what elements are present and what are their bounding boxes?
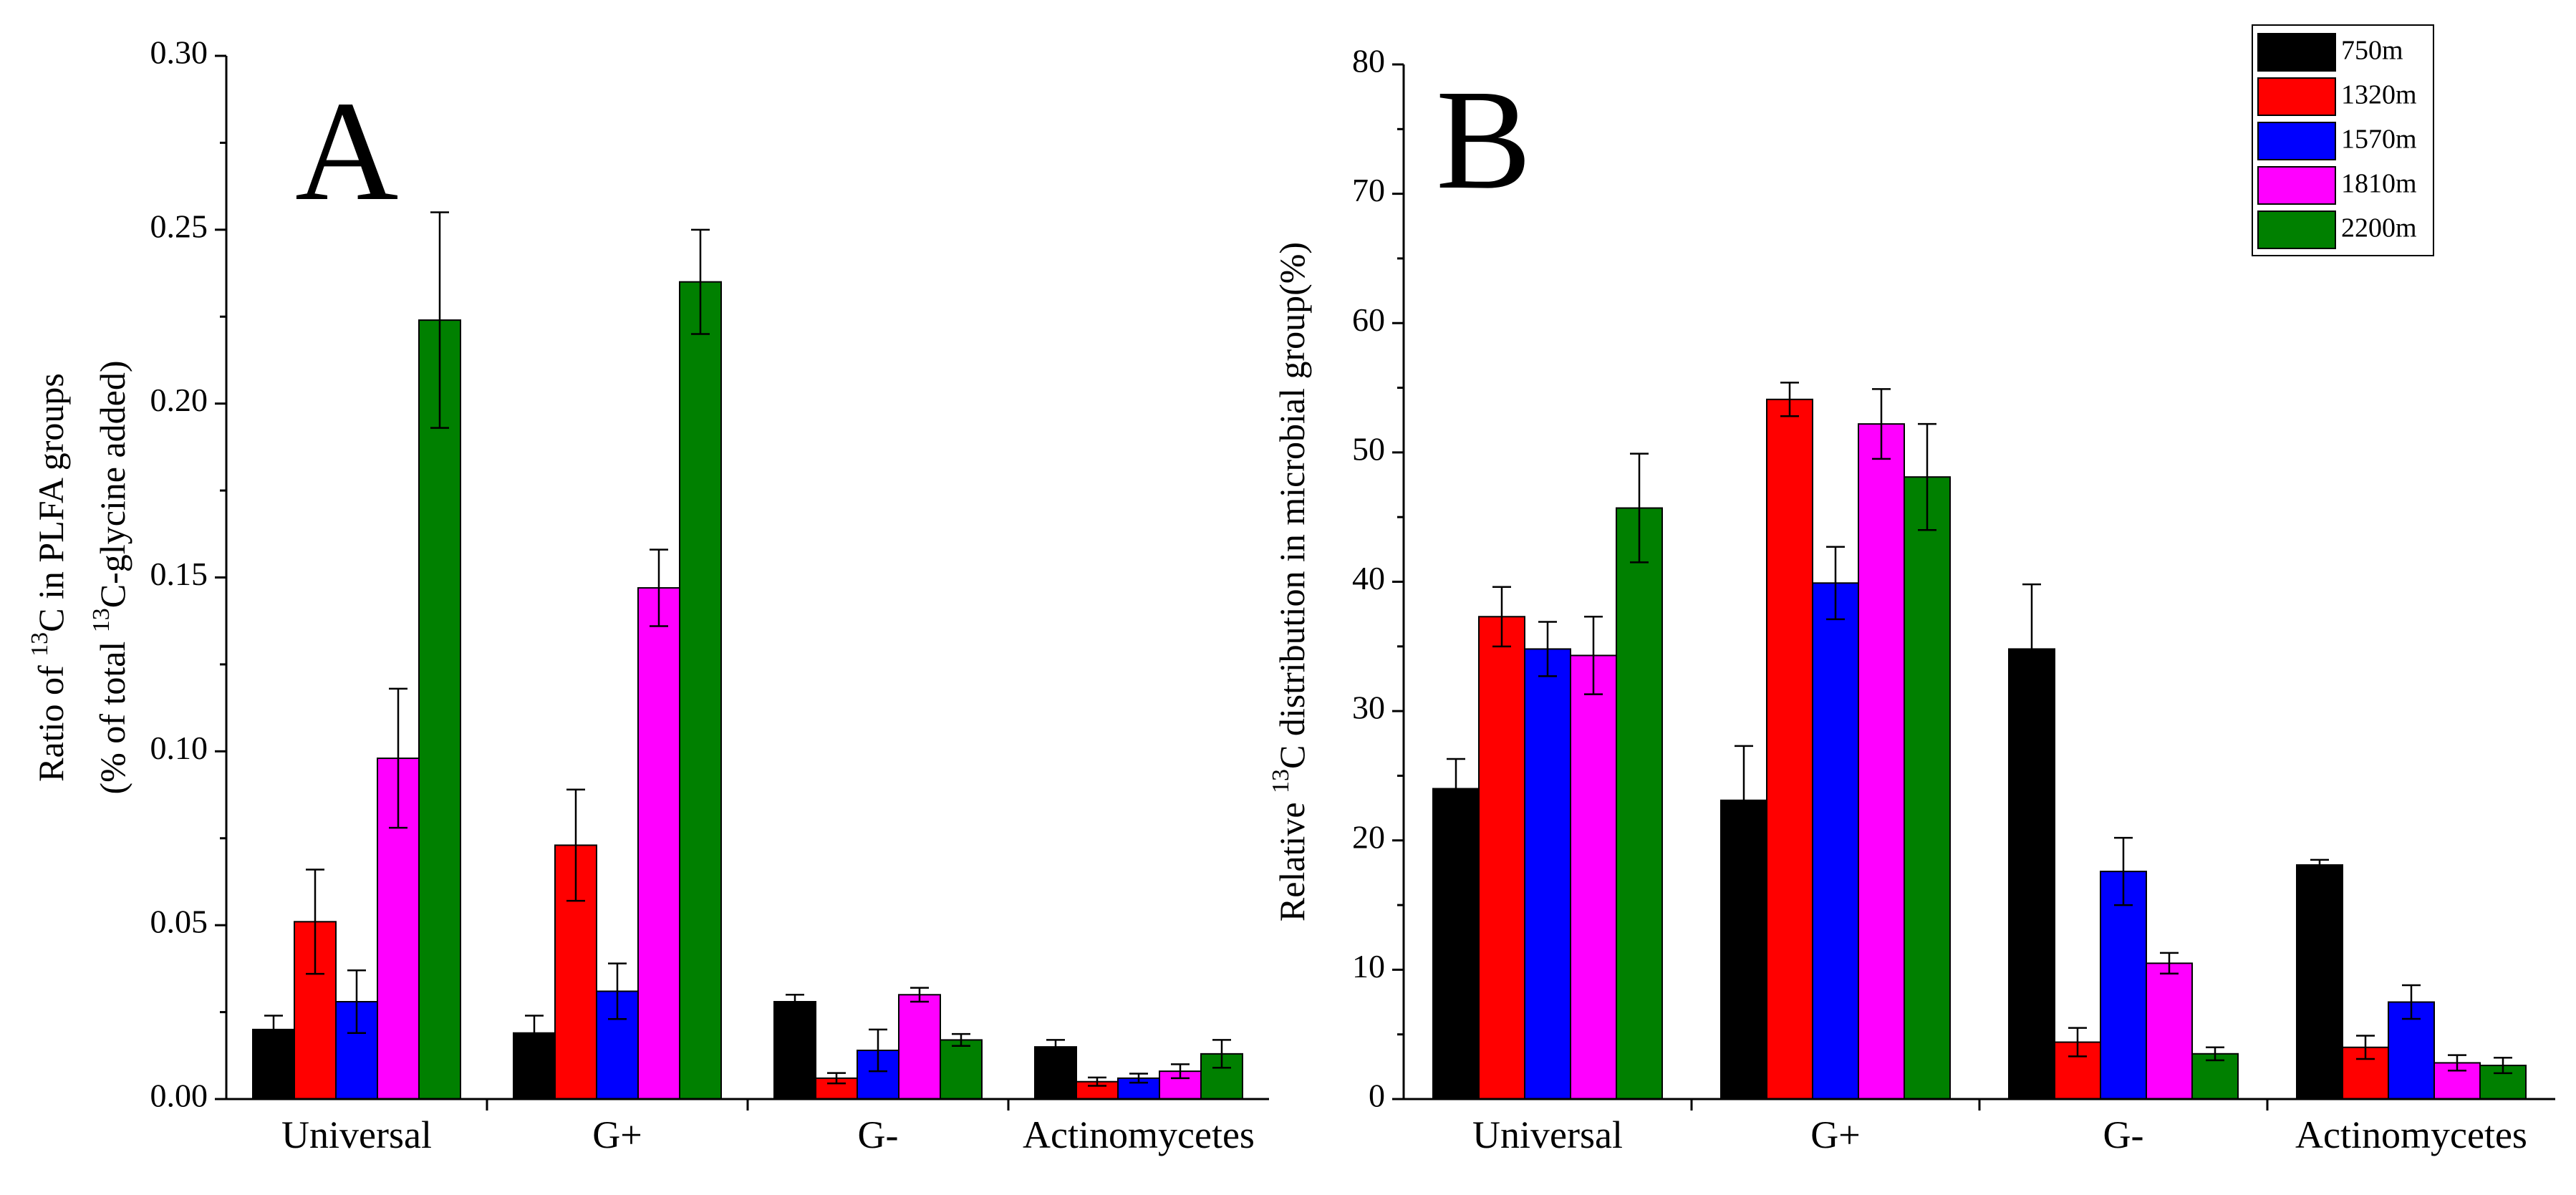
chart-a-bar-g-2200m [679, 281, 722, 1100]
chart-b-legend-swatch-750m [2257, 33, 2336, 72]
chart-a-bar-g-750m [773, 1001, 816, 1100]
chart-b-bar-g-2200m [1904, 476, 1951, 1100]
chart-a-category-label-2: G- [858, 1113, 899, 1156]
chart-b-bar-g-1320m [1766, 398, 1813, 1100]
chart-b-ylabel-text-0-0: Relative [1272, 793, 1312, 921]
chart-b-bar-universal-750m [1432, 788, 1480, 1100]
chart-a-panel-label: A [295, 72, 398, 231]
chart-b-bar-actinomycetes-1810m [2433, 1062, 2481, 1100]
chart-a-ytick-label-1: 0.05 [150, 904, 208, 940]
chart-b-bar-universal-1320m [1478, 616, 1525, 1100]
chart-b-legend-label-1320m: 1320m [2341, 80, 2417, 110]
chart-b-bar-universal-1810m [1570, 654, 1617, 1100]
chart-b-bar-g-1810m [1858, 423, 1905, 1100]
chart-b-ytick-label-3: 30 [1352, 690, 1385, 726]
chart-b-legend-swatch-2200m [2257, 211, 2336, 249]
chart-a: 0.00 0.05 0.10 0.15 0.20 0.25 0.30 Universal G+ G… [26, 34, 1269, 1156]
chart-a-ylabel-sup-0-1: 13 [26, 632, 53, 657]
chart-b-ytick-label-2: 20 [1352, 818, 1385, 855]
chart-a-bar-universal-2200m [418, 319, 461, 1100]
chart-a-ytick-label-6: 0.30 [150, 34, 208, 71]
chart-a-category-label-0: Universal [281, 1113, 432, 1156]
chart-b-bar-g-1570m [1812, 582, 1859, 1100]
chart-a-ylabel-sup-1-1: 13 [88, 608, 115, 632]
chart-b-bar-actinomycetes-750m [2296, 864, 2343, 1100]
chart-b-bar-universal-2200m [1616, 507, 1663, 1100]
chart-b: 0 10 20 30 40 50 60 70 80 Universal G+ G- Actinomyce… [1268, 24, 2555, 1156]
chart-b-ytick-label-1: 10 [1352, 948, 1385, 984]
chart-b-legend-swatch-1320m [2257, 77, 2336, 116]
chart-b-bar-universal-1570m [1524, 648, 1571, 1100]
chart-b-category-label-0: Universal [1472, 1113, 1623, 1156]
chart-a-ytick-label-4: 0.20 [150, 382, 208, 418]
chart-a-category-label-3: Actinomycetes [1023, 1113, 1255, 1156]
chart-b-category-label-3: Actinomycetes [2295, 1113, 2527, 1156]
chart-b-legend-swatch-1570m [2257, 122, 2336, 160]
chart-b-legend-label-1810m: 1810m [2341, 169, 2417, 199]
chart-a-ylabel-text-0-2: C in PLFA groups [31, 373, 71, 632]
chart-a-ylabel-line-1: (% of total 13C-glycine added) [88, 360, 132, 794]
chart-b-panel-label: B [1436, 61, 1531, 219]
chart-b-ytick-label-8: 80 [1352, 43, 1385, 79]
chart-b-legend-label-750m: 750m [2341, 36, 2403, 66]
chart-b-category-label-1: G+ [1810, 1113, 1860, 1156]
chart-b-category-label-2: G- [2103, 1113, 2144, 1156]
chart-a-ylabel-line-0: Ratio of 13C in PLFA groups [26, 373, 71, 782]
chart-a-bar-g-2200m [940, 1039, 983, 1100]
chart-a-bar-g-1810m [637, 587, 680, 1100]
chart-a-ytick-label-3: 0.15 [150, 556, 208, 592]
chart-b-ytick-label-6: 60 [1352, 301, 1385, 338]
chart-b-bar-g-750m [2008, 648, 2055, 1100]
chart-b-ylabel-line-0: Relative 13C distribution in microbial g… [1268, 242, 1312, 921]
chart-a-bar-g-1810m [898, 994, 941, 1100]
chart-a-ylabel-text-0-0: Ratio of [31, 657, 71, 782]
chart-b-legend-label-1570m: 1570m [2341, 125, 2417, 155]
chart-a-ytick-label-0: 0.00 [150, 1078, 208, 1114]
chart-a-ytick-label-2: 0.10 [150, 730, 208, 766]
chart-b-ytick-label-0: 0 [1369, 1078, 1385, 1114]
chart-b-bar-g-1810m [2146, 962, 2193, 1100]
chart-b-legend-swatch-1810m [2257, 166, 2336, 205]
chart-a-category-label-1: G+ [592, 1113, 642, 1156]
chart-a-ylabel-text-1-2: C-glycine added) [92, 360, 132, 608]
chart-b-legend-label-2200m: 2200m [2341, 213, 2417, 243]
chart-a-ylabel-text-1-0: (% of total [92, 632, 132, 794]
chart-b-ylabel-sup-0-1: 13 [1268, 769, 1294, 793]
chart-b-ytick-label-5: 50 [1352, 430, 1385, 467]
chart-a-ytick-label-5: 0.25 [150, 208, 208, 244]
chart-b-ytick-label-4: 40 [1352, 560, 1385, 596]
chart-b-ylabel-text-0-2: C distribution in microbial group(%) [1272, 242, 1312, 769]
chart-b-ytick-label-7: 70 [1352, 172, 1385, 208]
